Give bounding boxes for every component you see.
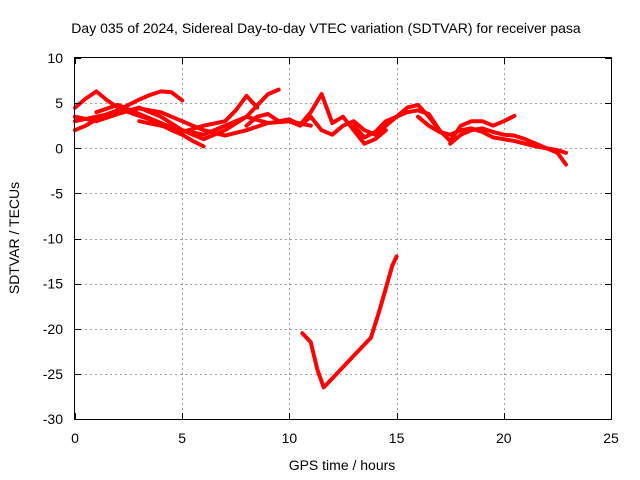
x-tick-label: 0 xyxy=(71,430,79,446)
plot-frame xyxy=(74,57,612,420)
series-line-track-9 xyxy=(351,108,517,143)
y-tick-label: 0 xyxy=(55,140,63,156)
x-tick-label: 20 xyxy=(496,430,512,446)
y-tick-label: -25 xyxy=(43,366,63,382)
series-line-track-7 xyxy=(244,92,388,146)
y-tick-label: -30 xyxy=(43,411,63,427)
y-tick-label: -10 xyxy=(43,231,63,247)
chart-title: Day 035 of 2024, Sidereal Day-to-day VTE… xyxy=(71,20,581,36)
axis-ticks: 0 5 10 15 20 25 -30 -25 -20 -15 -10 -5 0 5 10 xyxy=(43,50,619,446)
series-line-track-11 xyxy=(448,126,568,167)
y-tick-label: 10 xyxy=(47,50,63,66)
series-line-track-5 xyxy=(94,93,260,134)
y-axis-label: SDTVAR / TECUs xyxy=(6,182,22,294)
y-tick-label: 5 xyxy=(55,95,63,111)
x-tick-label: 5 xyxy=(178,430,186,446)
series-group xyxy=(73,87,568,390)
y-tick-label: -20 xyxy=(43,321,63,337)
y-tick-label: -15 xyxy=(43,276,63,292)
x-axis-label: GPS time / hours xyxy=(289,457,396,473)
series-line-track-12 xyxy=(300,254,399,390)
x-tick-label: 15 xyxy=(389,430,405,446)
series-line-track-3 xyxy=(73,106,270,138)
y-tick-label: -5 xyxy=(51,185,64,201)
x-tick-label: 25 xyxy=(603,430,619,446)
x-tick-label: 10 xyxy=(282,430,298,446)
series-line-track-8 xyxy=(287,102,442,137)
